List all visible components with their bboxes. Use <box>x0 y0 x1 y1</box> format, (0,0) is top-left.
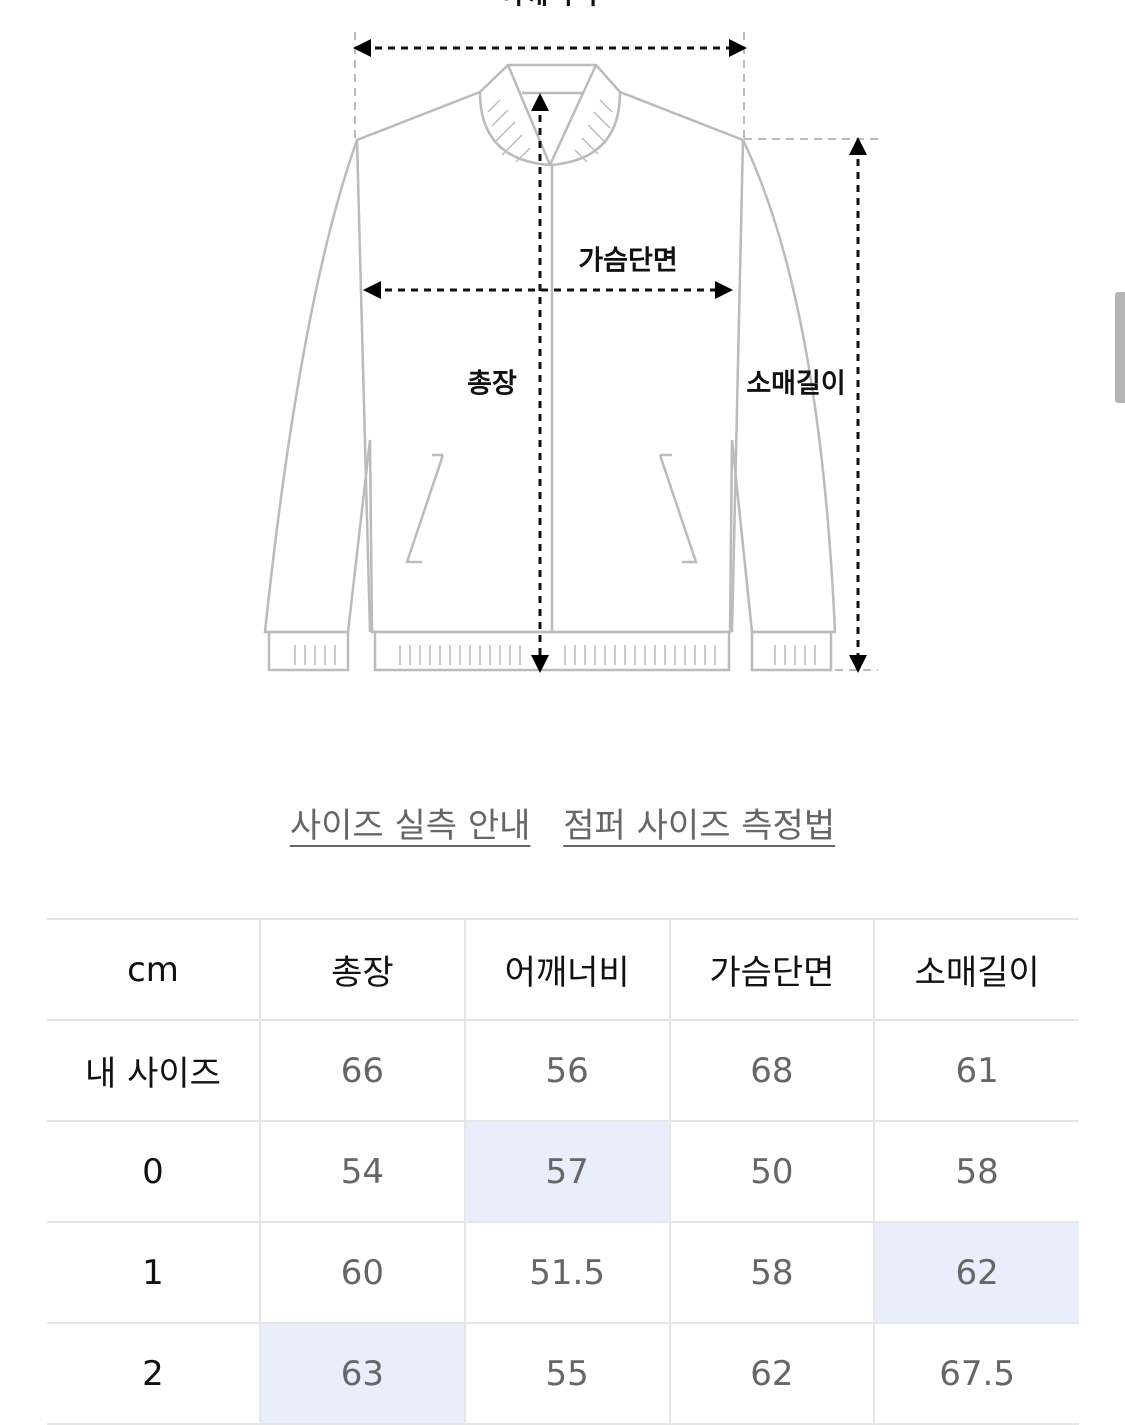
table-cell: 62 <box>668 1322 876 1425</box>
table-cell: 68 <box>668 1019 876 1122</box>
table-header-row: cm 총장 어깨너비 가슴단면 소매길이 <box>47 918 1079 1021</box>
header-cell: 가슴단면 <box>668 918 876 1021</box>
size-links: 사이즈 실측 안내 점퍼 사이즈 측정법 <box>0 798 1125 847</box>
table-cell: 67.5 <box>873 1322 1079 1425</box>
table-cell: 61 <box>873 1019 1079 1122</box>
table-cell: 66 <box>259 1019 466 1122</box>
shoulder-label: 어깨너비 <box>498 0 597 12</box>
table-row: 0 54 57 50 58 <box>47 1120 1079 1223</box>
table-cell-highlighted: 63 <box>259 1322 466 1425</box>
length-label: 총장 <box>467 368 517 400</box>
table-row: 2 63 55 62 67.5 <box>47 1322 1079 1425</box>
header-cell: 총장 <box>259 918 466 1021</box>
table-cell: 50 <box>668 1120 876 1223</box>
table-row: 1 60 51.5 58 62 <box>47 1221 1079 1324</box>
table-cell: 60 <box>259 1221 466 1324</box>
jacket-measurement-diagram <box>263 32 878 673</box>
jacket-outline <box>263 63 837 672</box>
size-guide-link[interactable]: 사이즈 실측 안내 <box>289 806 531 846</box>
scrollbar[interactable] <box>1115 292 1125 403</box>
sleeve-label: 소매길이 <box>746 368 846 400</box>
row-label: 1 <box>47 1221 261 1324</box>
measure-method-link[interactable]: 점퍼 사이즈 측정법 <box>563 806 836 846</box>
row-label: 2 <box>47 1322 261 1425</box>
header-cell: 어깨너비 <box>463 918 671 1021</box>
chest-label: 가슴단면 <box>578 245 678 277</box>
guide-lines <box>354 32 878 671</box>
table-cell: 51.5 <box>463 1221 671 1324</box>
table-cell: 58 <box>668 1221 876 1324</box>
header-cell: 소매길이 <box>873 918 1079 1021</box>
row-label: 0 <box>47 1120 261 1223</box>
table-cell: 55 <box>463 1322 671 1425</box>
measure-arrows <box>353 39 867 673</box>
table-cell: 58 <box>873 1120 1079 1223</box>
table-cell-highlighted: 57 <box>463 1120 671 1223</box>
header-cell: cm <box>47 918 261 1021</box>
table-row: 내 사이즈 66 56 68 61 <box>47 1019 1079 1122</box>
size-table: cm 총장 어깨너비 가슴단면 소매길이 내 사이즈 66 56 68 61 0… <box>47 918 1079 1425</box>
table-cell: 54 <box>259 1120 466 1223</box>
table-cell: 56 <box>463 1019 671 1122</box>
row-label: 내 사이즈 <box>47 1019 261 1122</box>
table-cell-highlighted: 62 <box>873 1221 1079 1324</box>
